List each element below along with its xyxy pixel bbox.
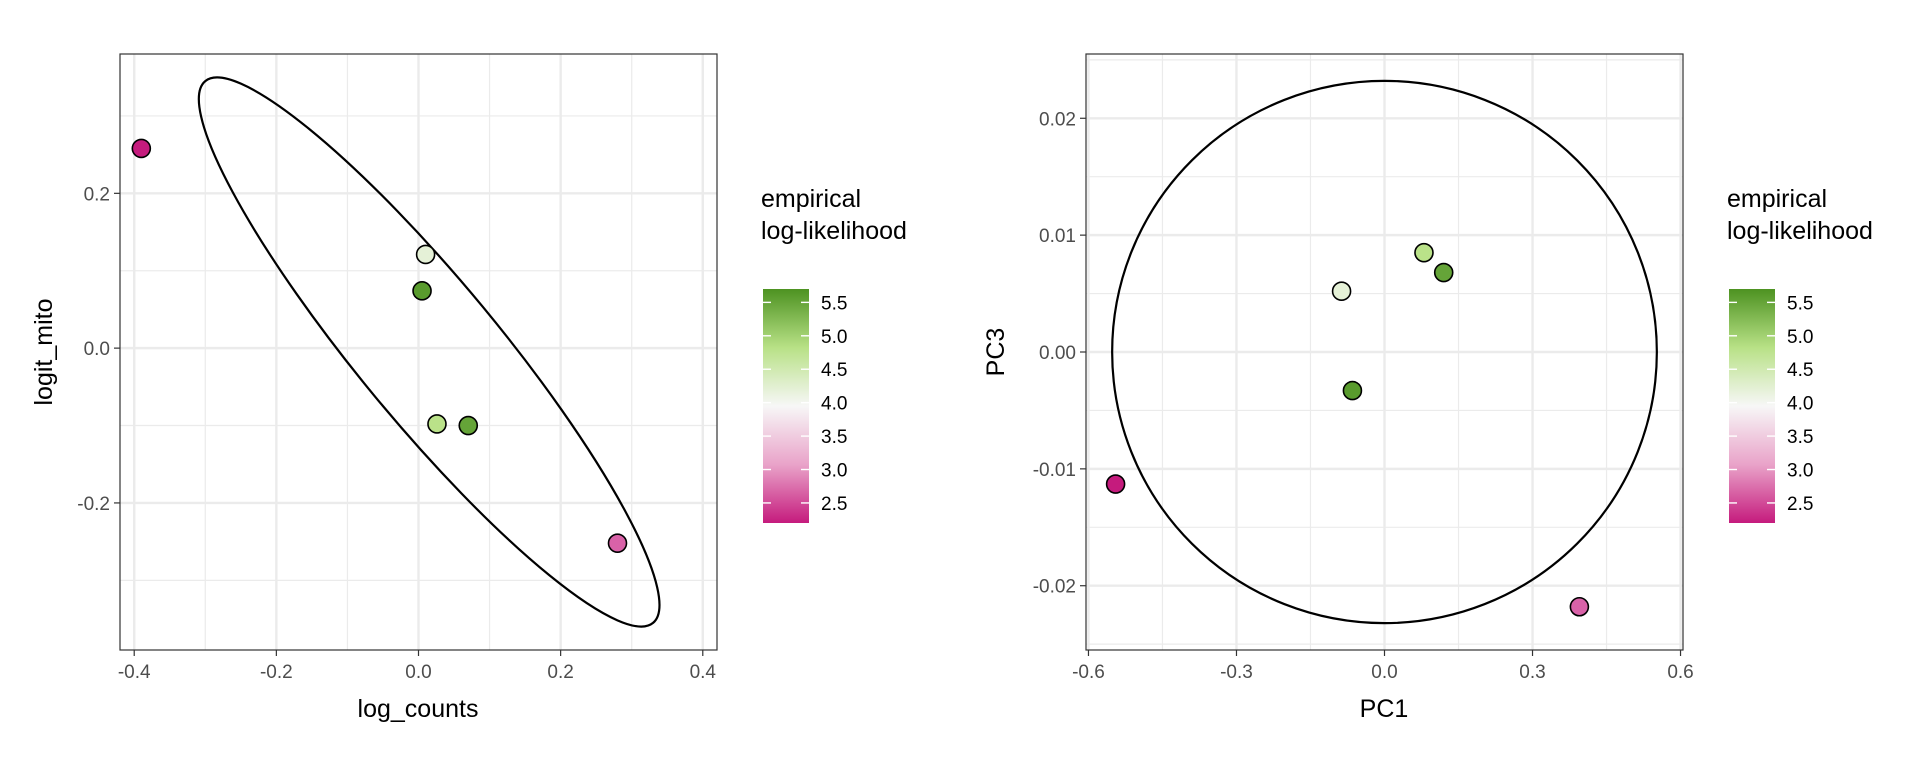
x-tick-label: -0.4 <box>118 662 151 683</box>
x-axis-title: PC1 <box>1360 695 1409 723</box>
data-point <box>412 281 432 301</box>
chart-left: -0.4 -0.2 0.0 0.2 0.4 -0.20.00.2 log_counts … <box>30 53 907 723</box>
legend-tick-label: 5.5 <box>821 293 847 314</box>
y-tick-label: -0.02 <box>1033 577 1076 598</box>
data-point <box>1433 262 1454 283</box>
legend-tick-label: 3.0 <box>1787 461 1813 482</box>
y-tick-label: -0.01 <box>1033 460 1076 481</box>
legend-tick-label: 5.0 <box>1787 327 1813 348</box>
data-point <box>458 415 479 436</box>
legend: empirical log-likelihood 5.5 5.0 4.5 4.0 3.5… <box>1727 185 1873 523</box>
x-tick-label: 0.4 <box>690 662 717 683</box>
data-point <box>1342 380 1363 401</box>
y-tick-label: 0.01 <box>1039 226 1076 247</box>
legend-tick-label: 3.0 <box>821 461 847 482</box>
x-tick-label: 0.2 <box>547 662 573 683</box>
data-point <box>607 533 628 553</box>
x-tick-label: -0.6 <box>1072 662 1105 683</box>
data-point <box>1105 474 1126 494</box>
legend-tick-label: 4.5 <box>1787 360 1813 381</box>
legend-tick-label: 5.5 <box>1787 293 1813 314</box>
legend-colorbar <box>1729 289 1775 523</box>
legend-tick-label: 5.0 <box>821 327 847 348</box>
legend-tick-label: 4.5 <box>821 360 847 381</box>
y-tick-label: 0.0 <box>84 339 110 360</box>
y-tick-label: -0.2 <box>77 494 110 515</box>
data-point <box>415 244 436 265</box>
legend-title-line-2: log-likelihood <box>761 217 907 245</box>
data-point <box>131 138 152 159</box>
legend-tick-label: 3.5 <box>821 427 847 448</box>
x-tick-label: 0.3 <box>1519 662 1545 683</box>
legend-tick-label: 4.0 <box>821 394 847 415</box>
legend-title-line-1: empirical <box>1727 185 1827 213</box>
legend: empirical log-likelihood 5.5 5.0 4.5 4.0 3.5… <box>761 185 907 523</box>
x-tick-label: -0.3 <box>1220 662 1253 683</box>
data-point <box>1414 242 1434 263</box>
confidence-ellipse <box>1111 79 1658 625</box>
legend-colorbar <box>763 289 809 523</box>
y-tick-label: 0.00 <box>1039 343 1076 364</box>
confidence-ellipse <box>197 76 661 628</box>
y-tick-label: 0.2 <box>84 184 110 205</box>
legend-tick-label: 4.0 <box>1787 394 1813 415</box>
x-tick-label: 0.0 <box>1371 662 1397 683</box>
y-tick-label: 0.02 <box>1039 109 1076 130</box>
x-tick-label: 0.0 <box>405 662 431 683</box>
legend-title-line-1: empirical <box>761 185 861 213</box>
y-axis-title: logit_mito <box>30 299 58 406</box>
data-point <box>1331 281 1352 302</box>
data-point <box>1569 596 1590 617</box>
legend-tick-label: 2.5 <box>821 494 847 515</box>
x-axis-title: log_counts <box>358 695 479 723</box>
legend-tick-label: 3.5 <box>1787 427 1813 448</box>
chart-right: -0.6 -0.3 0.0 0.3 0.6 -0.02 -0.01 0.00 0.01 0.02… <box>982 53 1873 723</box>
y-axis-title: PC3 <box>982 328 1010 377</box>
x-tick-label: -0.2 <box>260 662 293 683</box>
legend-title-line-2: log-likelihood <box>1727 217 1873 245</box>
data-point <box>427 414 447 434</box>
x-tick-label: 0.6 <box>1667 662 1693 683</box>
legend-tick-label: 2.5 <box>1787 494 1813 515</box>
